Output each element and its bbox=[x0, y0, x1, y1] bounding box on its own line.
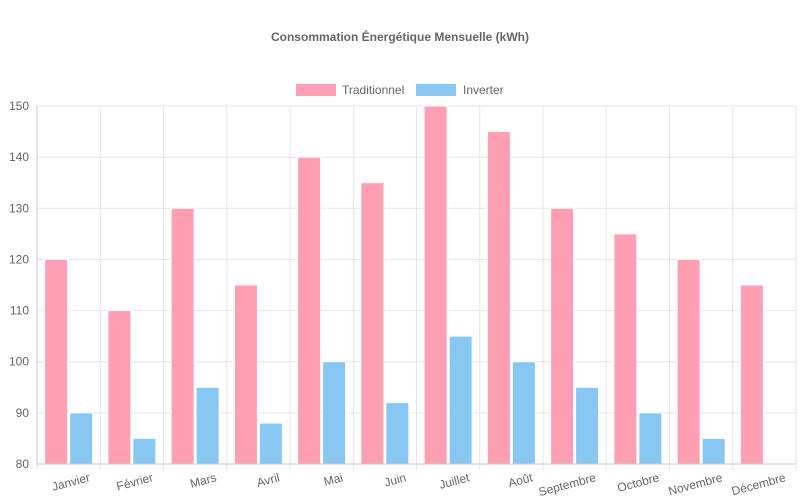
bar-inverter-juillet[interactable] bbox=[448, 335, 473, 465]
bars bbox=[44, 105, 764, 465]
x-tick-label: Juin bbox=[383, 470, 408, 489]
y-tick-label: 90 bbox=[16, 406, 30, 420]
x-tick-label: Mars bbox=[189, 470, 218, 490]
x-tick-label: Janvier bbox=[50, 470, 91, 494]
x-tick-label: Avril bbox=[255, 470, 281, 490]
y-tick-label: 110 bbox=[10, 304, 29, 318]
bar-traditionnel-septembre[interactable] bbox=[550, 207, 575, 465]
x-tick-label: Juillet bbox=[438, 470, 472, 492]
legend: Traditionnel Inverter bbox=[296, 83, 504, 97]
legend-swatch-inverter[interactable] bbox=[416, 84, 456, 96]
x-tick-label: Mai bbox=[322, 470, 344, 489]
bar-inverter-juin[interactable] bbox=[385, 402, 410, 465]
bar-traditionnel-août[interactable] bbox=[486, 131, 511, 465]
bar-inverter-novembre[interactable] bbox=[701, 437, 726, 465]
bar-inverter-janvier[interactable] bbox=[69, 412, 94, 465]
bar-inverter-mai[interactable] bbox=[322, 361, 347, 465]
bar-traditionnel-mai[interactable] bbox=[297, 156, 322, 465]
legend-swatch-traditionnel[interactable] bbox=[296, 84, 336, 96]
x-tick-label: Décembre bbox=[730, 470, 787, 498]
bar-traditionnel-novembre[interactable] bbox=[676, 258, 701, 465]
bar-inverter-août[interactable] bbox=[511, 361, 536, 465]
x-tick-label: Février bbox=[115, 470, 155, 493]
bar-traditionnel-mars[interactable] bbox=[170, 207, 195, 465]
x-tick-label: Octobre bbox=[616, 470, 661, 495]
x-tick-label: Novembre bbox=[667, 470, 724, 498]
chart-title: Consommation Énergétique Mensuelle (kWh) bbox=[271, 29, 529, 44]
bar-traditionnel-juin[interactable] bbox=[360, 182, 385, 465]
bar-inverter-février[interactable] bbox=[132, 437, 157, 465]
y-tick-label: 130 bbox=[9, 201, 29, 215]
y-tick-label: 120 bbox=[9, 252, 29, 266]
bar-inverter-septembre[interactable] bbox=[575, 386, 600, 465]
x-tick-label: Septembre bbox=[537, 470, 598, 499]
bar-inverter-octobre[interactable] bbox=[638, 412, 663, 465]
y-tick-label: 100 bbox=[9, 355, 29, 369]
legend-label-traditionnel[interactable]: Traditionnel bbox=[342, 83, 404, 97]
y-tick-label: 150 bbox=[9, 99, 29, 113]
bar-inverter-mars[interactable] bbox=[195, 386, 220, 465]
bar-traditionnel-octobre[interactable] bbox=[613, 233, 638, 465]
bar-traditionnel-janvier[interactable] bbox=[44, 258, 69, 465]
x-tick-label: Août bbox=[507, 470, 535, 490]
bar-traditionnel-juillet[interactable] bbox=[423, 105, 448, 465]
legend-label-inverter[interactable]: Inverter bbox=[463, 83, 504, 97]
grid bbox=[36, 105, 797, 470]
bar-traditionnel-avril[interactable] bbox=[233, 284, 258, 465]
bar-inverter-avril[interactable] bbox=[258, 422, 283, 465]
y-tick-label: 80 bbox=[16, 457, 30, 471]
bar-traditionnel-février[interactable] bbox=[107, 310, 132, 465]
y-tick-label: 140 bbox=[9, 150, 29, 164]
bar-traditionnel-décembre[interactable] bbox=[739, 284, 764, 465]
